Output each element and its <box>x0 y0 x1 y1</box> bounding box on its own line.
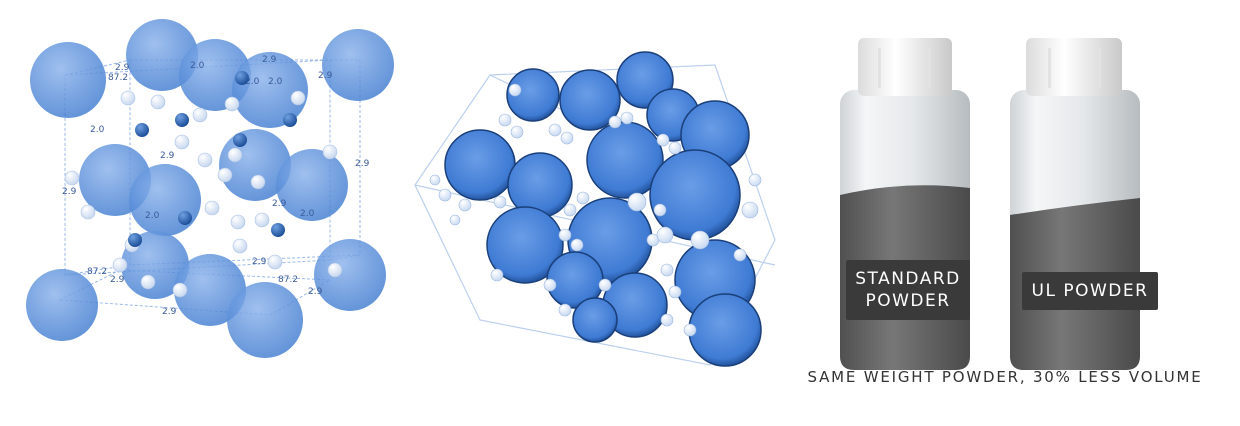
measure-label: 2.9 <box>110 275 125 285</box>
standard-vial <box>840 38 970 370</box>
ul-vial <box>1010 38 1140 370</box>
measure-label: 2.9 <box>318 71 333 81</box>
standard-vial-cap <box>858 38 952 96</box>
ul-vial-cap <box>1026 38 1122 96</box>
measure-label: 2.0 <box>90 125 105 135</box>
small-particles <box>429 83 762 337</box>
measure-label: 2.9 <box>262 55 277 65</box>
measure-label: 2.9 <box>62 187 77 197</box>
measure-label: 2.9 <box>355 159 370 169</box>
vials-photo: STANDARD POWDER UL POWDER <box>800 20 1240 420</box>
measure-label: 2.9 <box>115 63 130 73</box>
small-blue-atoms <box>128 71 297 247</box>
ul-powder-label: UL POWDER <box>1022 272 1158 310</box>
measure-label: 2.0 <box>245 77 260 87</box>
vials-illustration <box>840 38 1140 370</box>
measure-label: 2.9 <box>272 199 287 209</box>
measure-label: 87.2 <box>108 73 128 83</box>
particle-packing-illustration <box>414 51 776 367</box>
measure-label: 87.2 <box>87 267 107 277</box>
measure-label: 2.0 <box>145 211 160 221</box>
large-particles <box>444 51 762 367</box>
caption: SAME WEIGHT POWDER, 30% LESS VOLUME <box>807 368 1203 386</box>
crystal-lattice-diagram: 2.9 87.2 2.0 2.9 2.0 2.0 2.9 2.0 2.9 2.9… <box>26 19 394 358</box>
measure-label: 2.9 <box>160 151 175 161</box>
standard-label-line2: POWDER <box>865 291 951 311</box>
measure-label: 2.9 <box>308 287 323 297</box>
measure-label: 87.2 <box>278 275 298 285</box>
measure-label: 2.9 <box>162 307 177 317</box>
lattice-measure-labels: 2.9 87.2 2.0 2.9 2.0 2.0 2.9 2.0 2.9 2.9… <box>62 55 370 317</box>
measure-label: 2.0 <box>190 61 205 71</box>
standard-label-line1: STANDARD <box>855 269 961 289</box>
measure-label: 2.9 <box>252 257 267 267</box>
measure-label: 2.0 <box>268 77 283 87</box>
large-atoms <box>26 19 394 358</box>
measure-label: 2.0 <box>300 209 315 219</box>
standard-powder-label: STANDARD POWDER <box>846 260 970 320</box>
